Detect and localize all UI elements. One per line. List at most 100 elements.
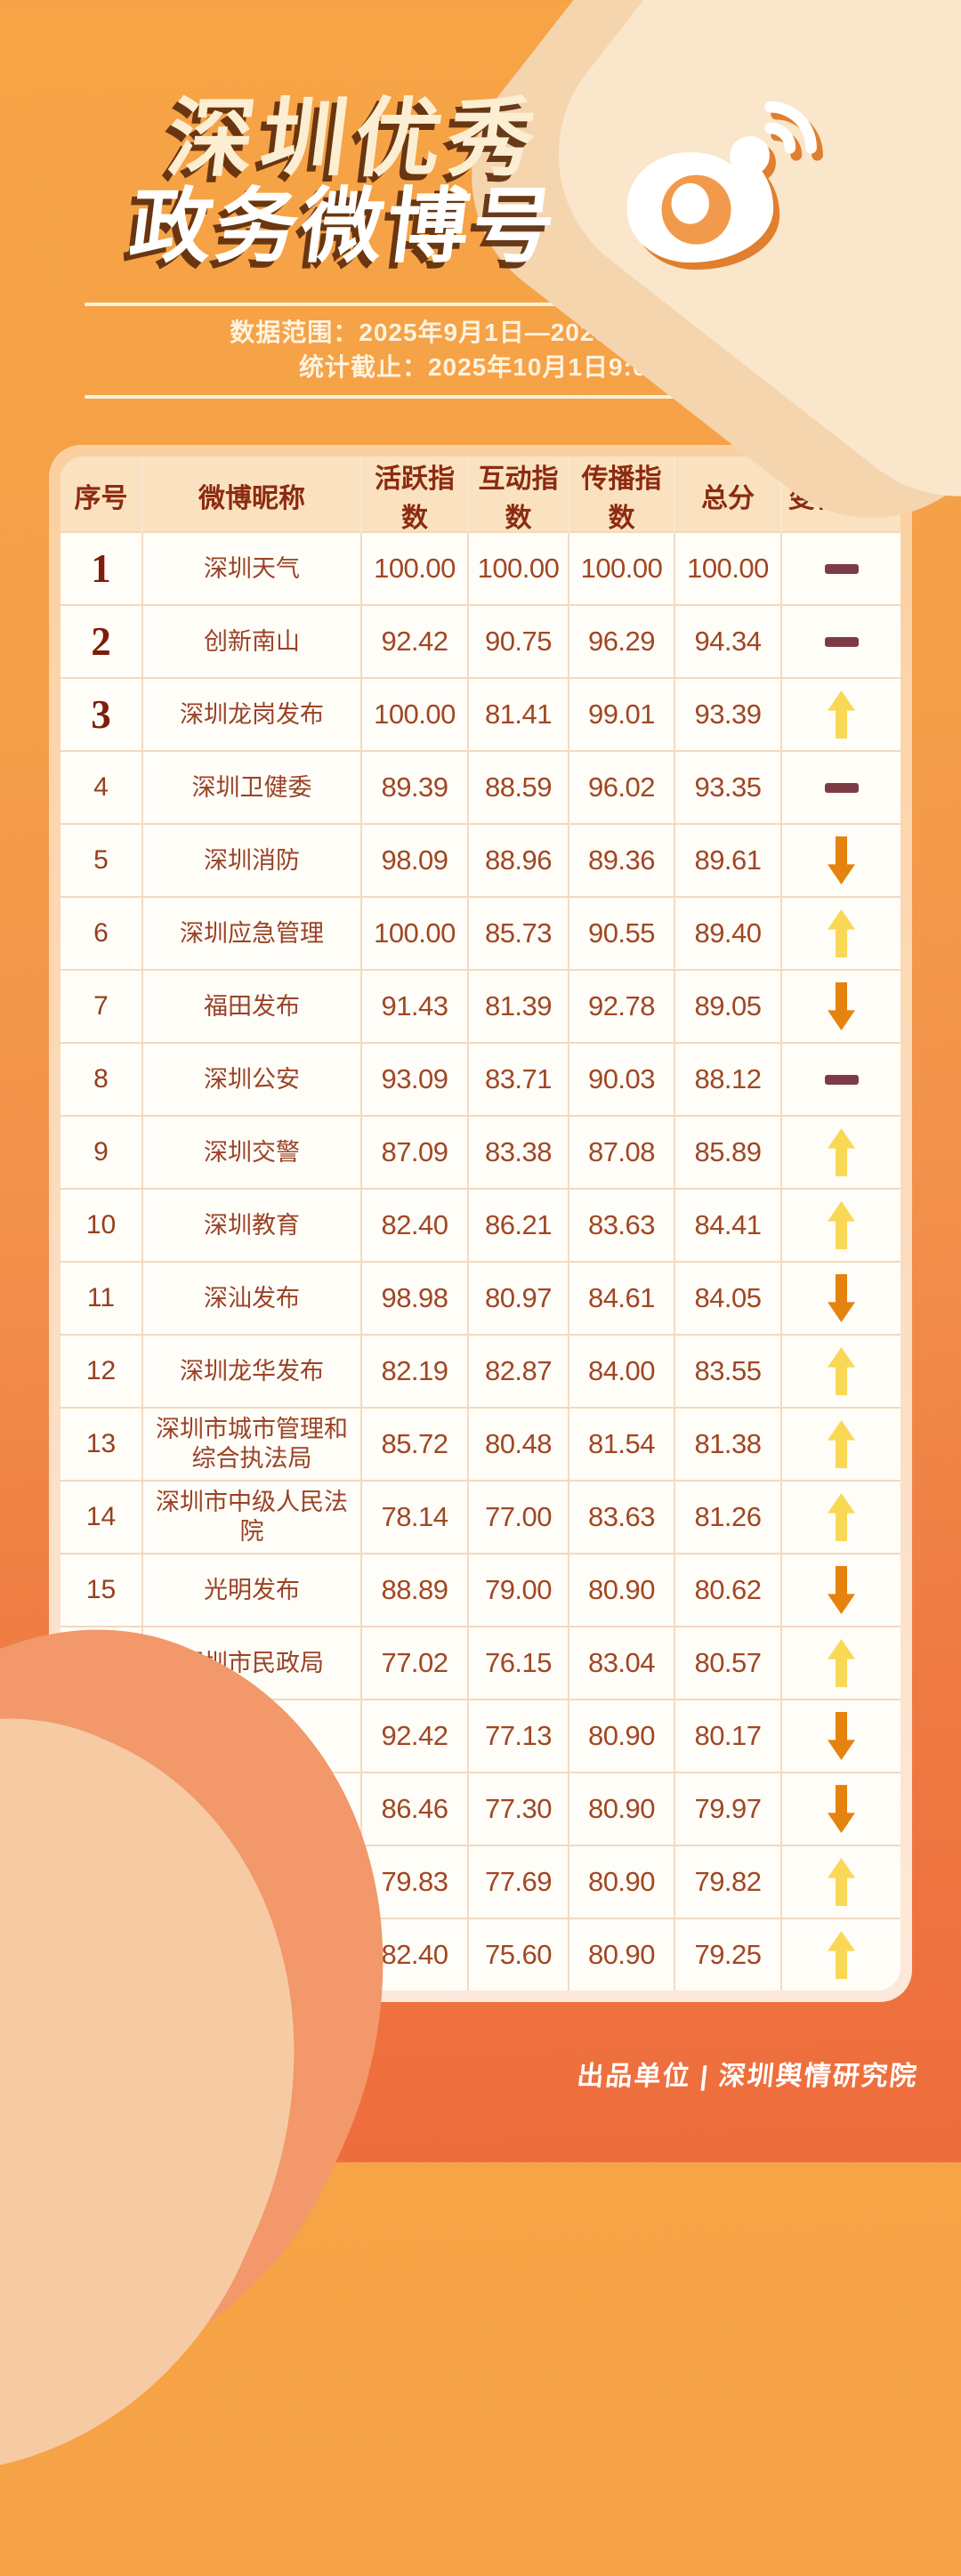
interaction-cell: 85.73: [469, 898, 569, 969]
trend-flat-icon: [824, 636, 859, 647]
table-row: 2 创新南山 92.42 90.75 96.29 94.34: [61, 604, 900, 677]
trend-flat-icon: [824, 782, 859, 793]
total-cell: 100.00: [675, 533, 782, 604]
activity-cell: 82.19: [362, 1336, 469, 1407]
spread-cell: 99.01: [569, 679, 675, 750]
activity-cell: 100.00: [362, 898, 469, 969]
trend-cell: [782, 679, 900, 750]
spread-cell: 89.36: [569, 825, 675, 896]
rank-cell: 15: [61, 1554, 143, 1626]
activity-cell: 91.43: [362, 971, 469, 1042]
total-cell: 89.05: [675, 971, 782, 1042]
total-cell: 93.39: [675, 679, 782, 750]
trend-cell: [782, 1773, 900, 1845]
spread-cell: 100.00: [569, 533, 675, 604]
interaction-cell: 77.13: [469, 1700, 569, 1772]
table-row: 9 深圳交警 87.09 83.38 87.08 85.89: [61, 1115, 900, 1188]
ranking-table-wrapper: 序号 微博昵称 活跃指数 互动指数 传播指数 总分 变化趋势 1 深圳天气 10…: [49, 445, 912, 2002]
total-cell: 84.41: [675, 1190, 782, 1261]
trend-cell: [782, 1263, 900, 1334]
table-row: 3 深圳龙岗发布 100.00 81.41 99.01 93.39: [61, 677, 900, 750]
trend-down-icon: [828, 836, 855, 884]
interaction-cell: 100.00: [469, 533, 569, 604]
total-cell: 80.17: [675, 1700, 782, 1772]
spread-cell: 84.00: [569, 1336, 675, 1407]
nickname-cell: 大鹏发布: [143, 1700, 362, 1772]
total-cell: 83.55: [675, 1336, 782, 1407]
ranking-table: 序号 微博昵称 活跃指数 互动指数 传播指数 总分 变化趋势 1 深圳天气 10…: [61, 456, 900, 1991]
interaction-cell: 88.96: [469, 825, 569, 896]
total-cell: 79.97: [675, 1773, 782, 1845]
page-title: 深圳优秀 政务微博号: [125, 89, 574, 272]
date-range-text: 数据范围：2025年9月1日—2025年9月30日: [230, 319, 731, 346]
nickname-cell: 光明发布: [143, 1554, 362, 1626]
divider-line-top: [85, 303, 876, 306]
rank-cell: 1: [61, 533, 143, 604]
nickname-cell: 深圳应急管理: [143, 898, 362, 969]
trend-up-icon: [828, 690, 855, 739]
spread-cell: 87.08: [569, 1117, 675, 1188]
spread-cell: 80.90: [569, 1846, 675, 1918]
trend-cell: [782, 1846, 900, 1918]
interaction-cell: 77.30: [469, 1773, 569, 1845]
trend-cell: [782, 1409, 900, 1480]
nickname-cell: 深圳生态环境: [143, 1919, 362, 1991]
total-cell: 85.89: [675, 1117, 782, 1188]
table-row: 10 深圳教育 82.40 86.21 83.63 84.41: [61, 1188, 900, 1261]
trend-down-icon: [828, 1785, 855, 1833]
nickname-cell: 福田发布: [143, 971, 362, 1042]
col-header-total: 总分: [675, 456, 782, 535]
trend-up-icon: [828, 1201, 855, 1249]
table-row: 5 深圳消防 98.09 88.96 89.36 89.61: [61, 823, 900, 896]
trend-cell: [782, 898, 900, 969]
activity-cell: 85.72: [362, 1409, 469, 1480]
trend-up-icon: [828, 1420, 855, 1468]
table-row: 14 深圳市中级人民法院 78.14 77.00 83.63 81.26: [61, 1480, 900, 1553]
trend-cell: [782, 1482, 900, 1553]
rank-cell: 18: [61, 1773, 143, 1845]
trend-up-icon: [828, 909, 855, 957]
spread-cell: 80.90: [569, 1919, 675, 1991]
activity-cell: 89.39: [362, 752, 469, 823]
trend-up-icon: [828, 1493, 855, 1541]
interaction-cell: 88.59: [469, 752, 569, 823]
trend-cell: [782, 1336, 900, 1407]
rank-cell: 20: [61, 1919, 143, 1991]
table-body: 1 深圳天气 100.00 100.00 100.00 100.00 2 创新南…: [61, 531, 900, 1991]
col-header-spread: 传播指数: [569, 456, 675, 535]
table-row: 12 深圳龙华发布 82.19 82.87 84.00 83.55: [61, 1334, 900, 1407]
trend-up-icon: [828, 1931, 855, 1979]
activity-cell: 98.98: [362, 1263, 469, 1334]
col-header-rank: 序号: [61, 456, 143, 535]
trend-cell: [782, 752, 900, 823]
trend-up-icon: [828, 1858, 855, 1906]
interaction-cell: 83.38: [469, 1117, 569, 1188]
interaction-cell: 80.97: [469, 1263, 569, 1334]
rank-cell: 5: [61, 825, 143, 896]
trend-flat-icon: [824, 1074, 859, 1085]
rank-cell: 17: [61, 1700, 143, 1772]
total-cell: 81.26: [675, 1482, 782, 1553]
spread-cell: 84.61: [569, 1263, 675, 1334]
activity-cell: 87.09: [362, 1117, 469, 1188]
trend-up-icon: [828, 1128, 855, 1176]
interaction-cell: 81.41: [469, 679, 569, 750]
activity-cell: 78.14: [362, 1482, 469, 1553]
trend-up-icon: [828, 1347, 855, 1395]
rank-cell: 19: [61, 1846, 143, 1918]
trend-cell: [782, 606, 900, 677]
interaction-cell: 80.48: [469, 1409, 569, 1480]
table-row: 17 大鹏发布 92.42 77.13 80.90 80.17: [61, 1699, 900, 1772]
total-cell: 93.35: [675, 752, 782, 823]
title-line-1: 深圳优秀: [162, 89, 548, 187]
nickname-cell: 深圳市城市管理和综合执法局: [143, 1409, 362, 1480]
col-header-trend: 变化趋势: [787, 484, 895, 513]
spread-cell: 81.54: [569, 1409, 675, 1480]
nickname-cell: 深圳消防: [143, 825, 362, 896]
rank-cell: 2: [61, 606, 143, 677]
spread-cell: 83.04: [569, 1627, 675, 1699]
activity-cell: 92.42: [362, 606, 469, 677]
date-info: 数据范围：2025年9月1日—2025年9月30日 统计截止：2025年10月1…: [0, 315, 961, 384]
interaction-cell: 76.15: [469, 1627, 569, 1699]
spread-cell: 90.55: [569, 898, 675, 969]
